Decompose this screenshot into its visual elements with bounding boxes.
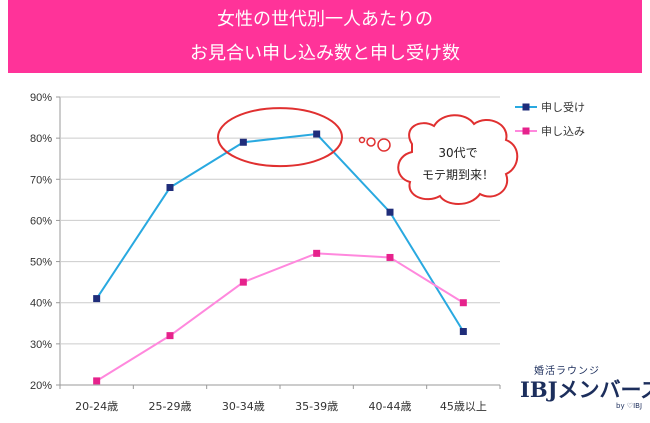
legend-label-1: 申し受け	[541, 101, 585, 114]
logo-wordmark: IBJメンバーズ	[520, 377, 650, 402]
y-tick-label: 20%	[30, 380, 52, 392]
x-tick-label: 35-39歳	[295, 400, 338, 413]
legend-marker-2	[522, 127, 530, 135]
series-1-point	[313, 130, 321, 138]
series-layer	[93, 130, 467, 385]
x-tick-label: 45歳以上	[440, 400, 487, 413]
series-1-point	[239, 138, 247, 146]
y-axis-ticks: 20% 30% 40% 50% 60% 70% 80% 90%	[30, 92, 52, 392]
x-tick-label: 20-24歳	[75, 400, 118, 413]
y-tick-label: 60%	[30, 215, 52, 227]
y-tick-label: 40%	[30, 298, 52, 310]
bubble-trail-dot	[366, 137, 376, 147]
series-1-point	[93, 295, 101, 303]
series-2-point	[239, 278, 247, 286]
bubble-text-line-1: 30代で	[438, 146, 477, 160]
series-1-point	[166, 184, 174, 192]
thought-bubble	[397, 114, 519, 205]
series-2-point	[93, 377, 101, 385]
series-2-point	[166, 332, 174, 340]
logo-by-ibj: by ♡IBJ	[616, 402, 643, 410]
series-2-point	[386, 253, 394, 261]
legend-marker-1	[522, 103, 530, 111]
y-tick-label: 70%	[30, 174, 52, 186]
chart-title-line-2: お見合い申し込み数と申し受け数	[190, 42, 460, 64]
series-2-point	[313, 249, 321, 257]
series-line-1	[95, 132, 465, 333]
x-axis-ticks: 20-24歳 25-29歳 30-34歳 35-39歳 40-44歳 45歳以上	[75, 400, 487, 413]
x-tick-label: 30-34歳	[222, 400, 265, 413]
highlight-ellipse	[217, 107, 343, 168]
bubble-trail-dot	[358, 136, 366, 144]
series-1-point	[459, 328, 467, 336]
x-tick-label: 40-44歳	[369, 400, 412, 413]
y-tick-label: 90%	[30, 92, 52, 104]
y-tick-label: 30%	[30, 339, 52, 351]
ibj-logo: 婚活ラウンジ IBJメンバーズ by ♡IBJ	[520, 362, 650, 418]
bubble-trail-dot	[377, 138, 391, 152]
logo-subtitle: 婚活ラウンジ	[534, 366, 600, 377]
y-tick-label: 80%	[30, 133, 52, 145]
x-tick-label: 25-29歳	[149, 400, 192, 413]
bubble-text-line-2: モテ期到来！	[422, 168, 494, 182]
series-1-point	[386, 208, 394, 216]
series-2-point	[459, 299, 467, 307]
series-line-2	[96, 252, 464, 382]
legend-label-2: 申し込み	[541, 125, 585, 138]
chart-title-line-1: 女性の世代別一人あたりの	[217, 8, 433, 30]
y-tick-label: 50%	[30, 257, 52, 269]
title-banner: 女性の世代別一人あたりの お見合い申し込み数と申し受け数	[8, 0, 642, 73]
